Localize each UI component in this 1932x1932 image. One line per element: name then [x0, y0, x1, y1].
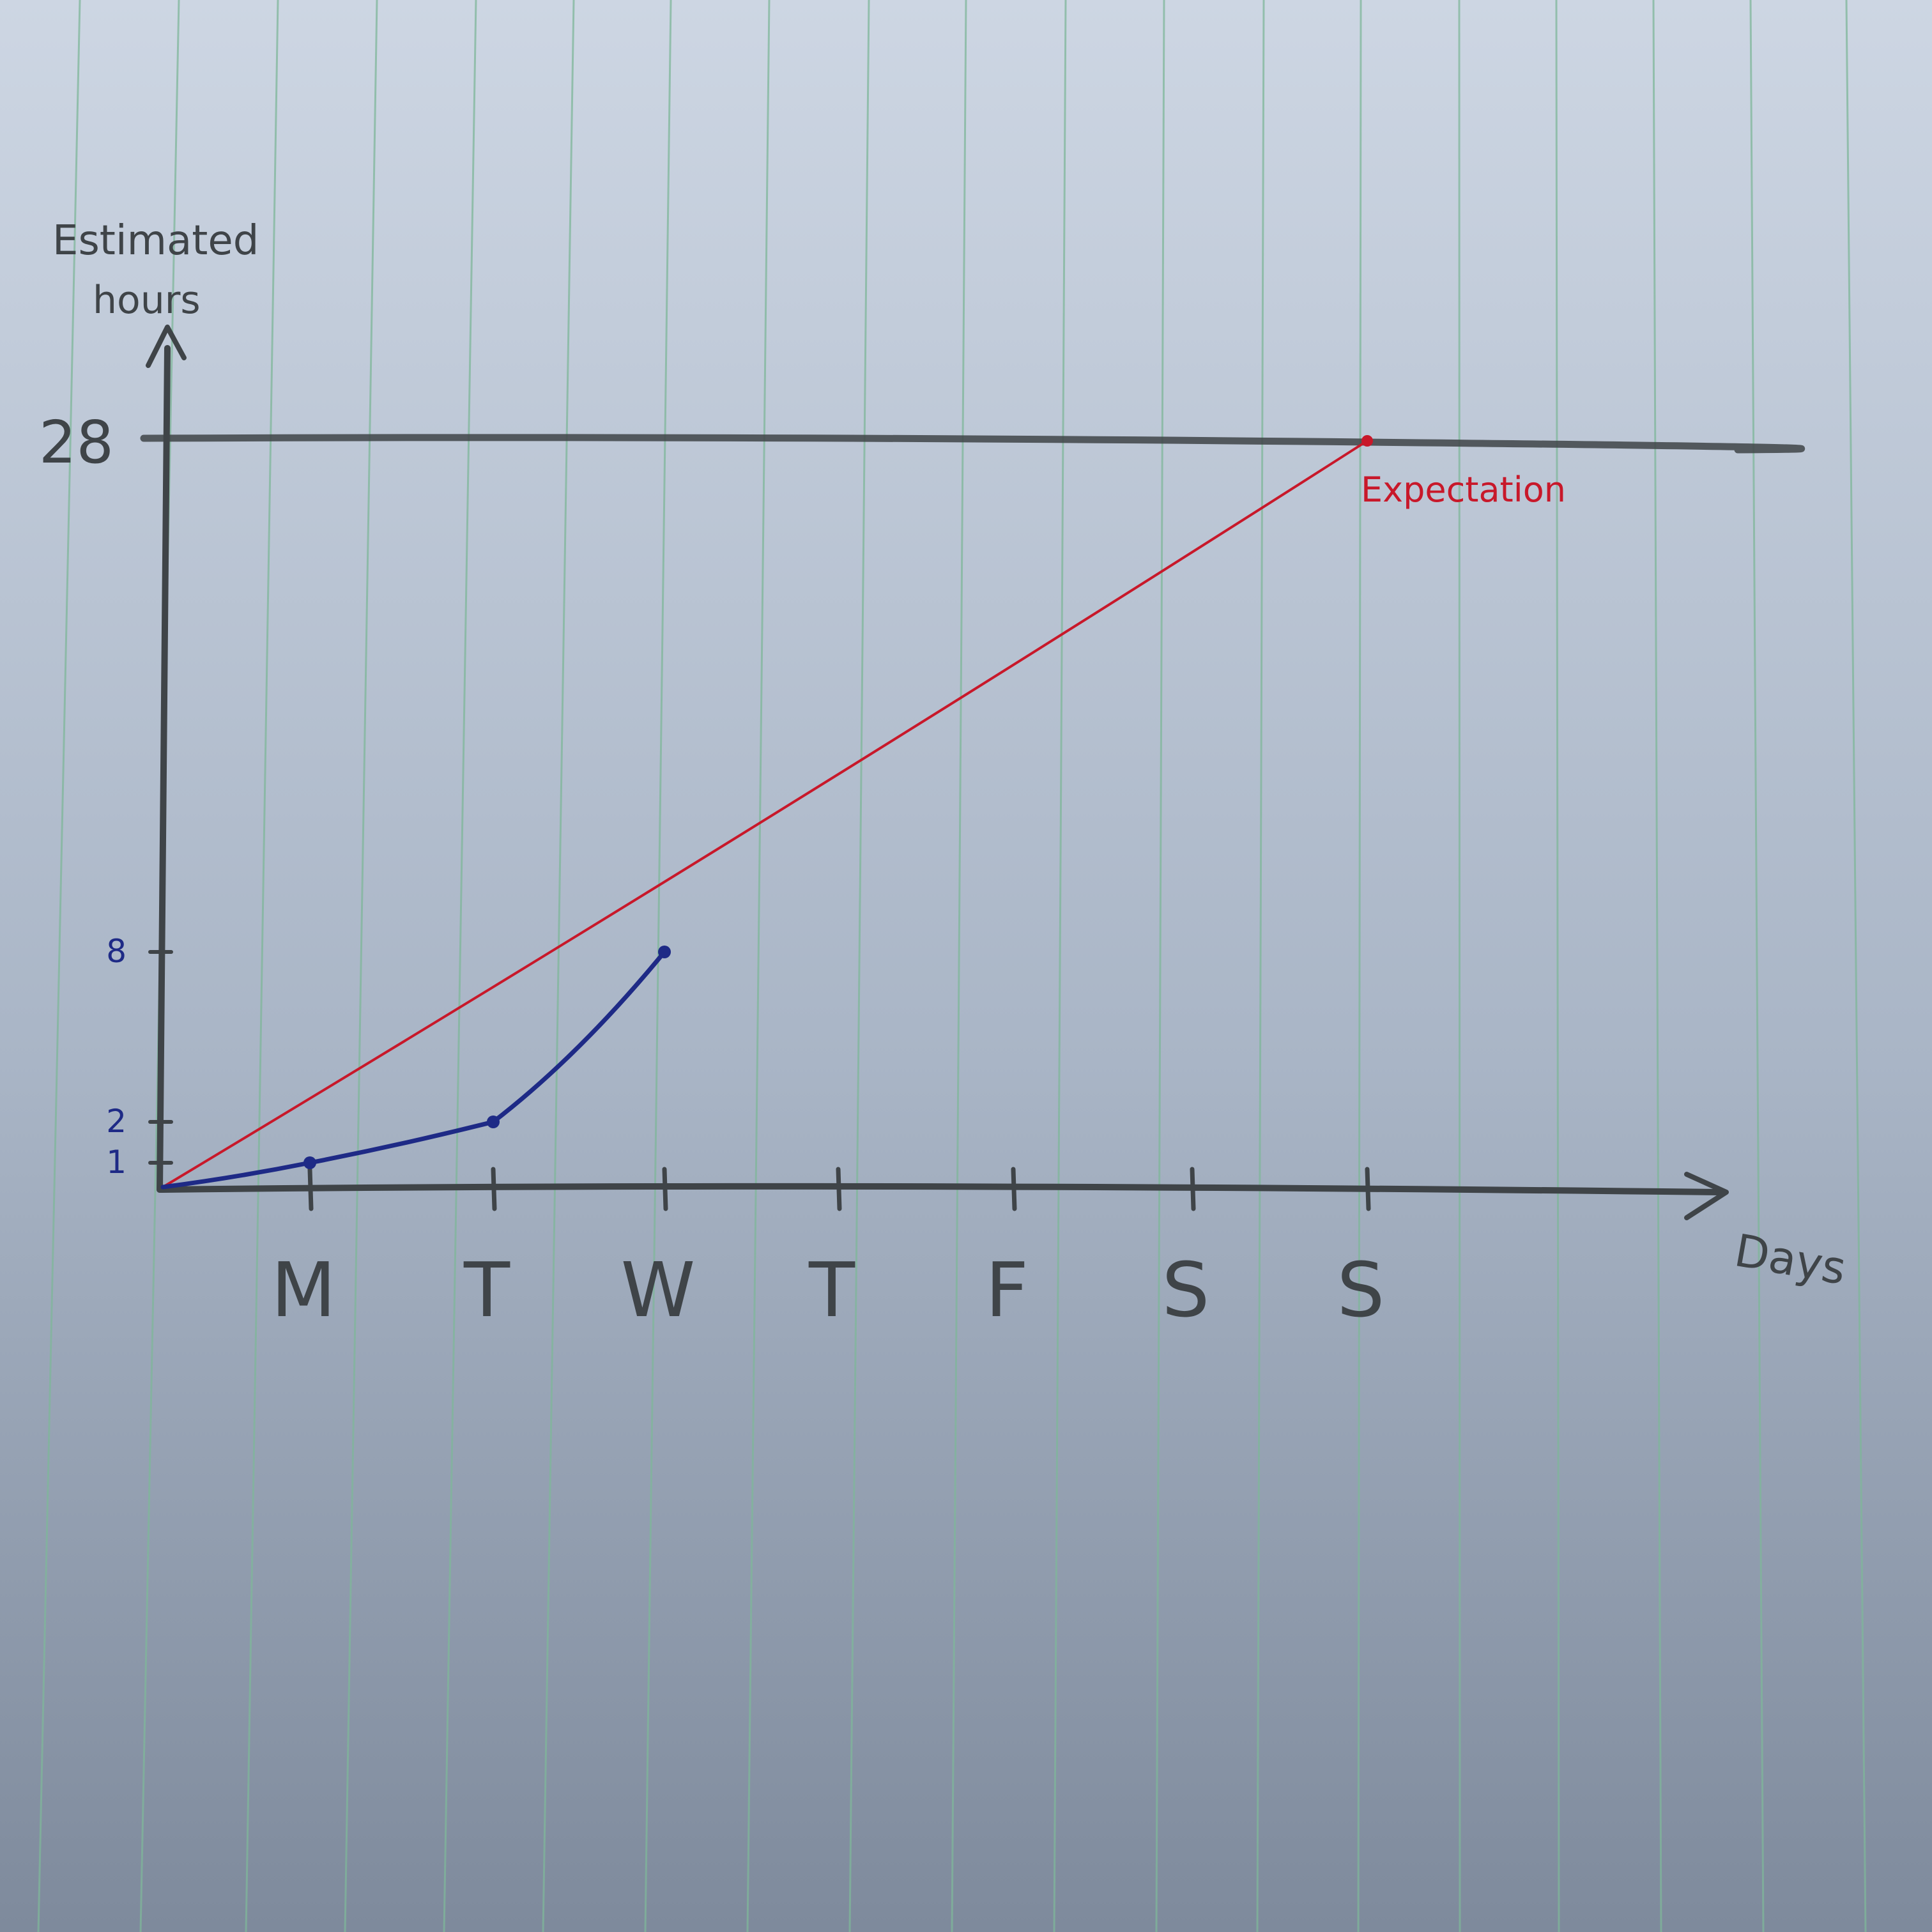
series-point [487, 1116, 500, 1128]
x-axis [157, 1183, 1722, 1195]
x-tick [307, 1167, 314, 1211]
ruled-line [245, 0, 279, 1932]
y-tick-label: 1 [106, 1144, 126, 1181]
series-line [160, 949, 667, 1190]
x-tick-label: T [808, 1246, 855, 1334]
x-tick [491, 1167, 497, 1211]
ruled-line [848, 0, 870, 1932]
series-layer: Expectation [160, 435, 1566, 1190]
series-line [162, 440, 1368, 1188]
x-tick-label: S [1337, 1246, 1385, 1334]
ruled-line [1256, 0, 1265, 1932]
x-tick [662, 1167, 668, 1211]
x-tick-label: M [271, 1246, 336, 1334]
x-tick [836, 1167, 842, 1211]
x-tick [1365, 1167, 1371, 1211]
series-label: Expectation [1361, 470, 1566, 510]
series-point [1361, 435, 1373, 447]
ruled-line [1749, 0, 1765, 1932]
x-tick [1011, 1167, 1017, 1211]
x-tick-label: F [985, 1246, 1029, 1334]
y-axis-label-line-2: hours [93, 278, 201, 323]
y-axis [157, 345, 171, 1193]
ruled-line [1458, 0, 1461, 1932]
x-tick-label: W [621, 1246, 696, 1334]
ruled-line [1652, 0, 1662, 1932]
series-point [303, 1156, 316, 1169]
ruled-line [344, 0, 378, 1932]
ruled-line [1845, 0, 1867, 1932]
reference-line-28 [140, 434, 1805, 454]
ruled-line [542, 0, 575, 1932]
y-tick-label: 8 [106, 933, 126, 970]
y-axis-arrowhead [146, 325, 187, 368]
ruled-lines [37, 0, 1867, 1932]
ruled-line [644, 0, 672, 1932]
x-tick [1190, 1167, 1196, 1211]
ruled-line [1155, 0, 1165, 1932]
y-tick-label: 2 [106, 1103, 126, 1140]
x-axis-arrowhead [1684, 1172, 1729, 1220]
x-tick-label: T [463, 1246, 510, 1334]
x-axis-ticks [307, 1167, 1371, 1211]
y-axis-ticks [148, 950, 173, 1165]
ruled-line [951, 0, 967, 1932]
ruled-line [746, 0, 770, 1932]
y-tick-label: 28 [39, 408, 114, 477]
ruled-line [37, 0, 81, 1932]
x-tick-label: S [1162, 1246, 1210, 1334]
ruled-line [1555, 0, 1560, 1932]
ruled-line [1357, 0, 1362, 1932]
series-point [658, 946, 671, 958]
ruled-line [1053, 0, 1067, 1932]
y-axis-label-line-1: Estimated [52, 217, 259, 264]
ruled-line [443, 0, 477, 1932]
